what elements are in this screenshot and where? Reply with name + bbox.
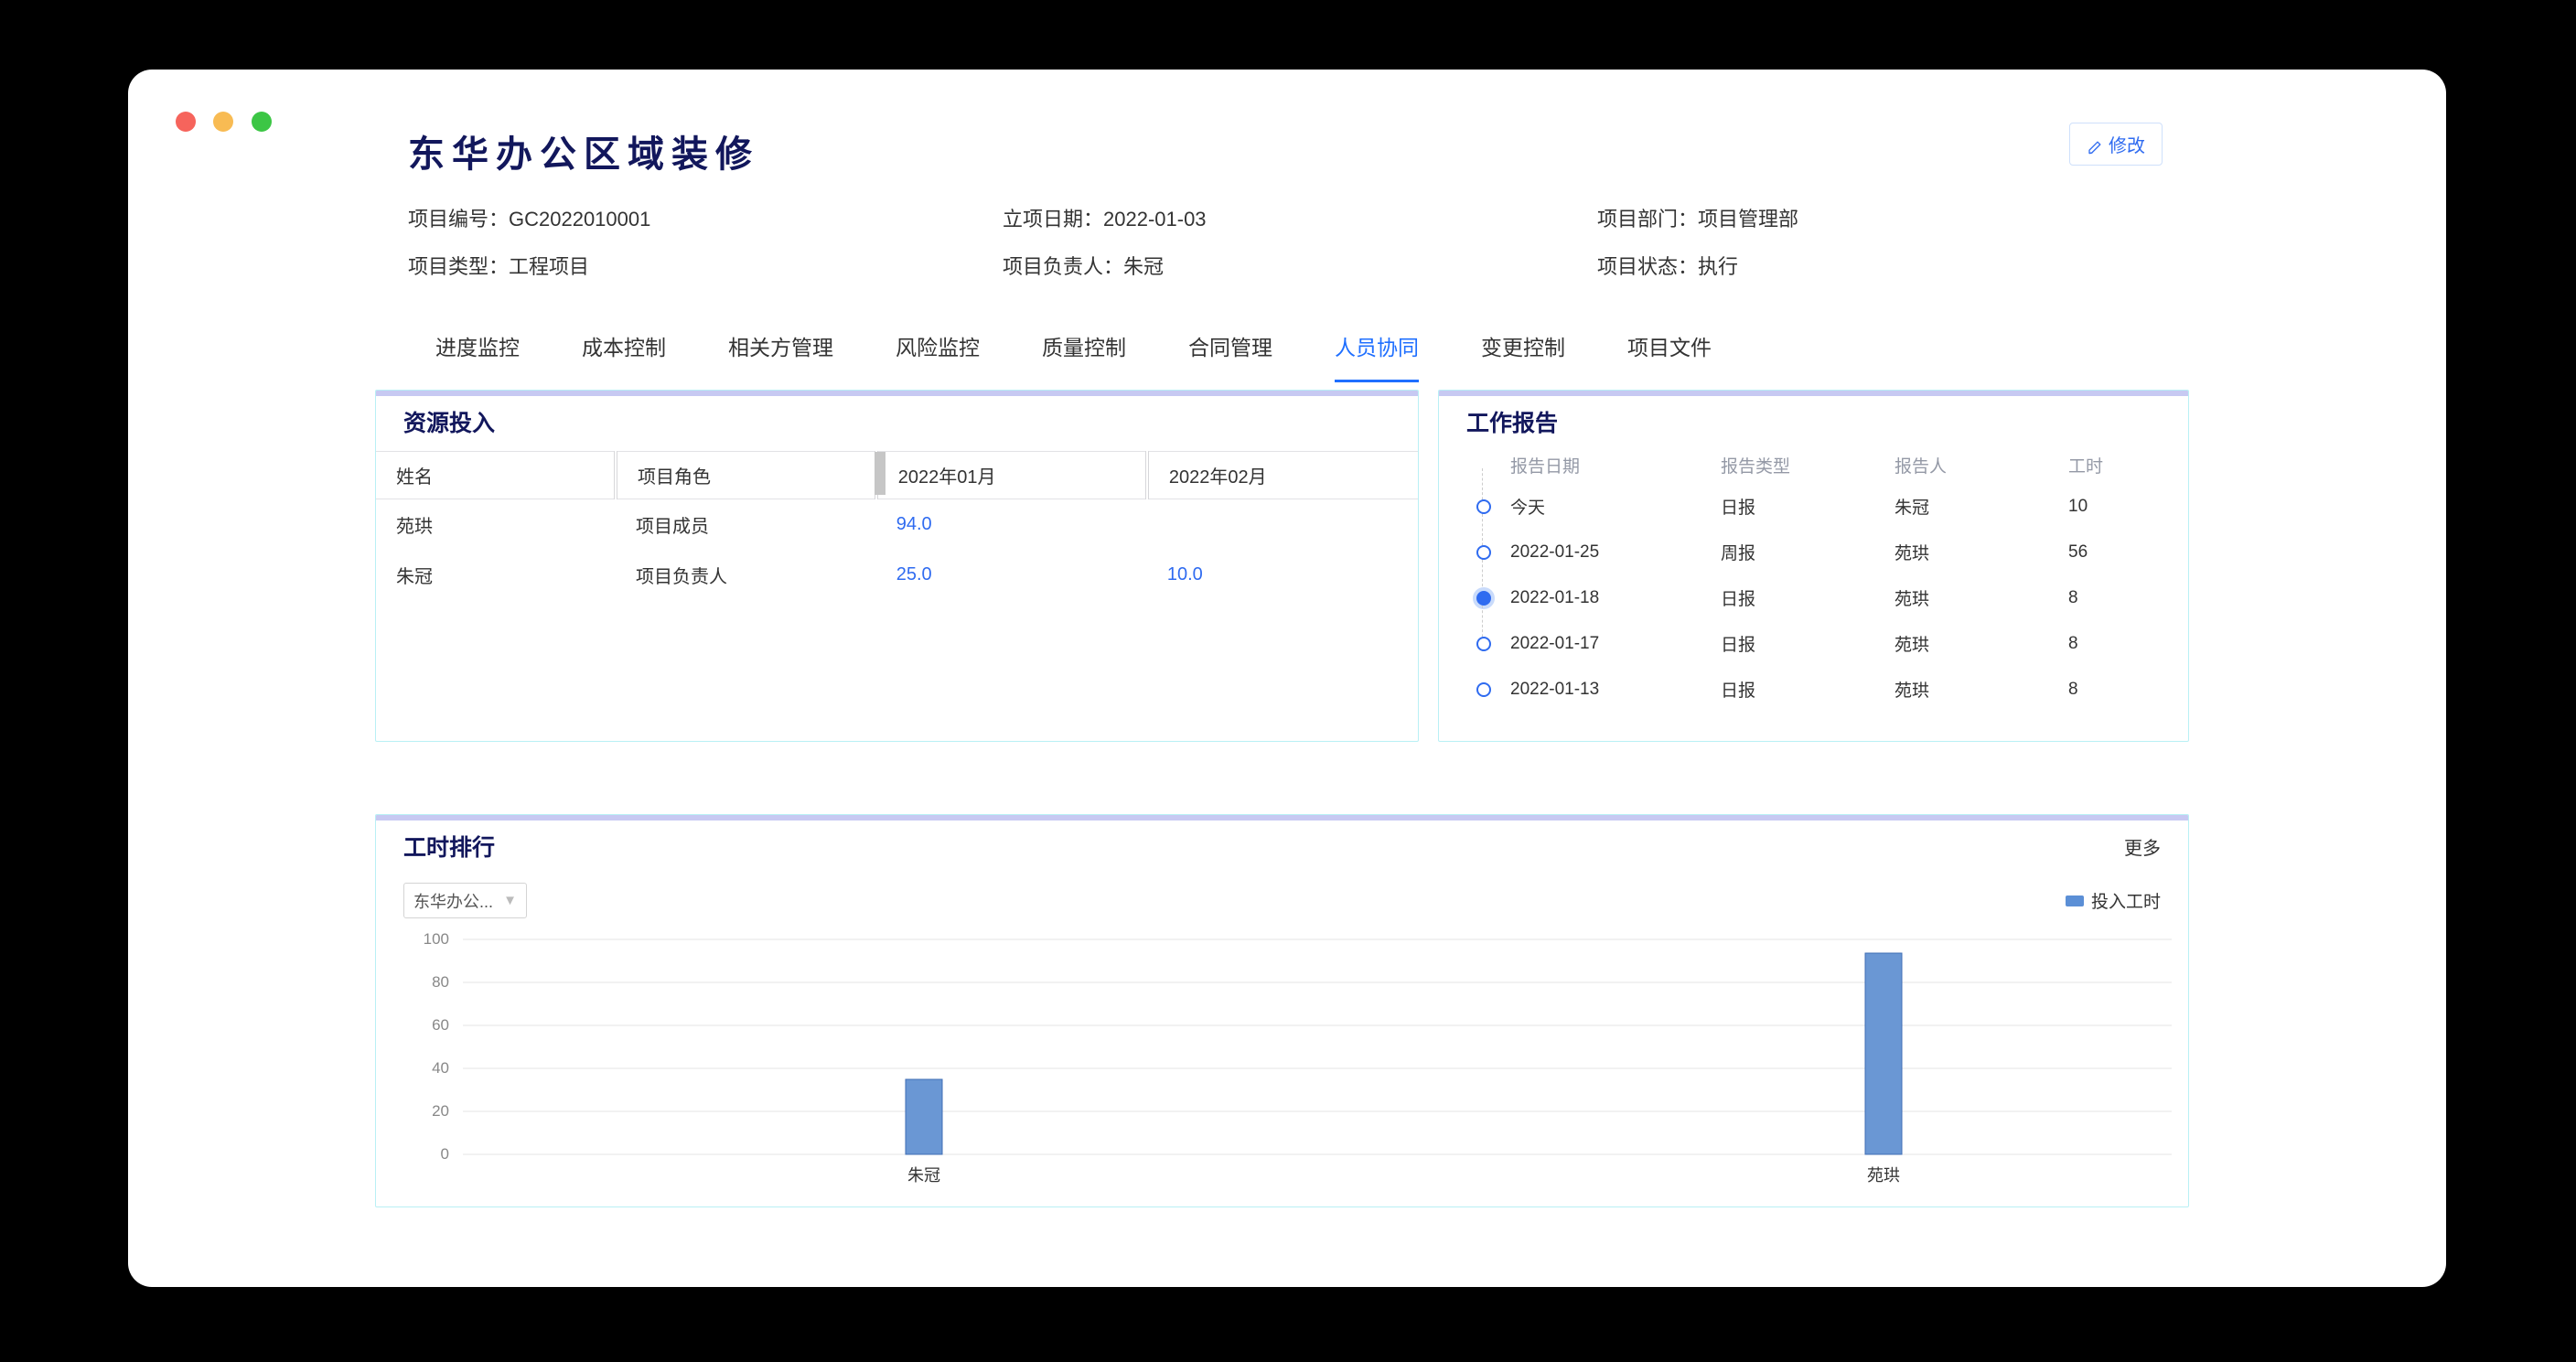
svg-text:20: 20: [432, 1102, 449, 1120]
svg-text:40: 40: [432, 1059, 449, 1077]
svg-text:苑珙: 苑珙: [1867, 1166, 1900, 1185]
svg-text:80: 80: [432, 973, 449, 991]
svg-text:0: 0: [441, 1145, 449, 1163]
svg-text:60: 60: [432, 1016, 449, 1034]
svg-text:100: 100: [424, 932, 449, 948]
svg-text:朱冠: 朱冠: [907, 1166, 940, 1185]
